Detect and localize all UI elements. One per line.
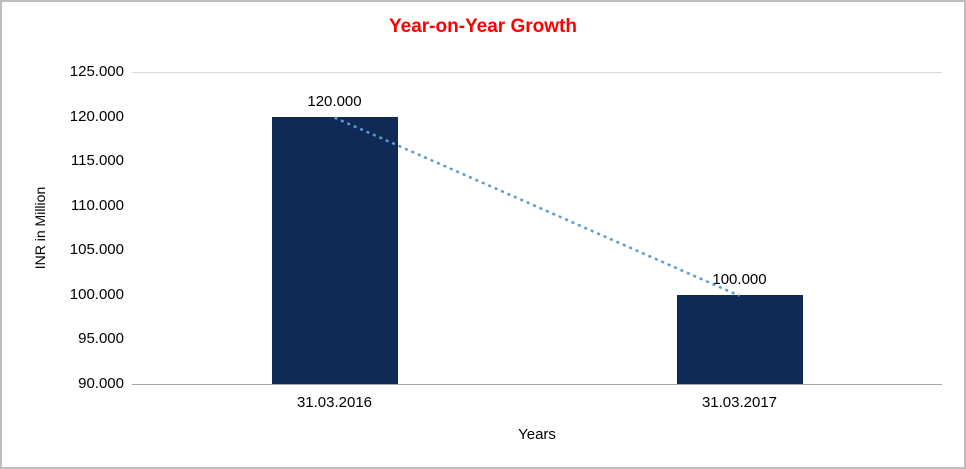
- y-tick-label: 100.000: [69, 285, 124, 303]
- chart-title: Year-on-Year Growth: [389, 16, 577, 37]
- y-gridline-top: [132, 72, 942, 73]
- bar-value-label: 120.000: [307, 92, 362, 110]
- y-tick-label: 105.000: [69, 241, 124, 259]
- y-tick-label: 110.000: [70, 196, 124, 214]
- bar-value-label: 100.000: [712, 270, 767, 288]
- category-label: 31.03.2016: [296, 394, 373, 411]
- bar: [271, 116, 398, 384]
- x-axis-line: [132, 384, 942, 385]
- y-tick-label: 115.000: [70, 152, 124, 170]
- y-tick-label: 120.000: [69, 107, 124, 125]
- category-label: 31.03.2017: [701, 394, 778, 411]
- x-axis-title: Years: [518, 426, 556, 443]
- bar: [676, 294, 803, 384]
- y-tick-label: 95.000: [78, 330, 124, 348]
- y-tick-label: 90.000: [78, 375, 124, 392]
- y-tick-label: 125.000: [69, 63, 124, 80]
